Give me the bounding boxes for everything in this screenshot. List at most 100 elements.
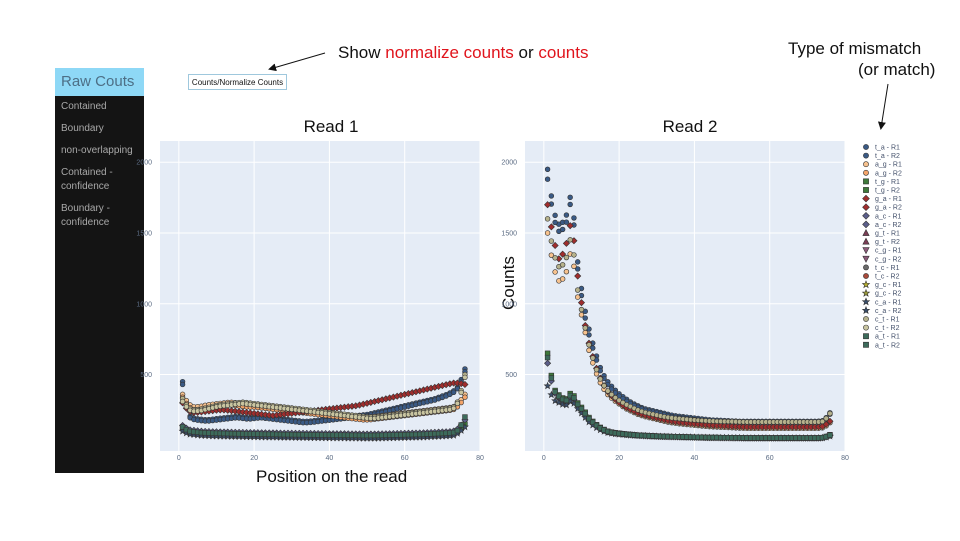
data-point	[575, 401, 581, 408]
y-tick-label: 1500	[501, 231, 517, 238]
data-point	[563, 269, 570, 275]
show-annotation: Show normalize counts or counts	[338, 43, 588, 63]
legend-item[interactable]: a_t - R2	[863, 341, 900, 349]
legend-item[interactable]: t_a - R1	[863, 144, 900, 152]
legend-label: g_t - R1	[875, 231, 900, 238]
data-point	[590, 355, 596, 361]
legend-label: a_t - R2	[875, 342, 900, 349]
data-point	[586, 415, 592, 422]
data-point	[544, 201, 552, 209]
legend-item[interactable]: g_a - R1	[862, 194, 902, 203]
data-point	[582, 329, 588, 336]
data-point	[575, 266, 581, 272]
legend-label: c_g - R2	[875, 256, 902, 263]
data-point	[461, 380, 469, 389]
legend-item[interactable]: t_a - R2	[863, 152, 900, 160]
data-point	[179, 381, 186, 388]
sidebar-title[interactable]: Raw Couts	[55, 68, 144, 96]
legend-label: c_g - R1	[875, 248, 902, 255]
sidebar-item-boundary[interactable]: Boundary	[61, 123, 104, 134]
legend-item[interactable]: t_c - R1	[863, 264, 900, 272]
sidebar-item-boundary-confidence[interactable]: Boundary - confidence	[61, 203, 110, 228]
legend-label: c_t - R2	[875, 325, 900, 332]
data-point	[819, 418, 826, 425]
data-point	[601, 383, 607, 389]
data-point	[544, 216, 551, 222]
legend-label: g_a - R2	[875, 205, 902, 212]
data-point	[544, 230, 551, 236]
data-point	[571, 215, 577, 221]
show-or-text: or	[518, 43, 534, 62]
plot-panel-1: 0 20 40 60 80 500 1000 1500 2000	[136, 141, 484, 462]
legend-item[interactable]: a_g - R2	[863, 169, 902, 177]
data-point	[179, 398, 186, 405]
legend-item[interactable]: c_t - R1	[863, 316, 900, 324]
legend-label: c_a - R2	[875, 308, 902, 315]
data-point	[558, 400, 567, 408]
data-point	[612, 394, 619, 401]
legend-marker	[862, 228, 870, 236]
legend-item[interactable]: c_g - R1	[862, 247, 902, 255]
y-tick-label: 1500	[136, 231, 152, 238]
legend-item[interactable]: a_g - R1	[863, 161, 902, 169]
x-tick-label: 40	[691, 455, 699, 462]
legend-item[interactable]: a_t - R1	[863, 333, 900, 341]
arrow-to-legend	[877, 83, 889, 130]
legend-item[interactable]: g_a - R2	[862, 203, 902, 212]
legend-item[interactable]: t_g - R2	[863, 187, 900, 195]
data-point	[562, 239, 570, 247]
legend-item[interactable]: c_g - R2	[862, 255, 902, 263]
x-tick-label: 0	[177, 455, 181, 462]
legend-marker	[861, 297, 871, 306]
legend-label: t_g - R1	[875, 179, 900, 186]
x-tick-label: 20	[250, 455, 258, 462]
data-point	[571, 252, 577, 258]
data-point	[567, 201, 573, 208]
legend-item[interactable]: g_t - R1	[862, 228, 900, 238]
legend-label: t_a - R1	[875, 145, 900, 152]
data-point	[571, 395, 577, 401]
legend-marker	[863, 161, 869, 168]
mismatch-annotation-line2: (or match)	[858, 60, 936, 79]
data-point	[556, 393, 562, 400]
data-point	[462, 414, 468, 420]
legend-item[interactable]: g_c - R2	[861, 288, 902, 298]
data-point	[543, 381, 552, 390]
data-point	[462, 374, 468, 381]
sidebar-item-non-overlapping[interactable]: non-overlapping	[61, 145, 133, 156]
legend-item[interactable]: t_g - R1	[863, 178, 900, 186]
legend-item[interactable]: c_a - R2	[861, 305, 902, 315]
show-counts-text: counts	[538, 43, 589, 62]
legend-item[interactable]: c_a - R1	[861, 297, 902, 306]
data-point	[458, 389, 464, 396]
legend-marker	[861, 280, 871, 289]
counts-toggle-button[interactable]: Counts/Normalize Counts	[188, 74, 287, 90]
data-point	[566, 222, 574, 230]
data-point	[582, 410, 588, 417]
legend-item[interactable]: a_c - R1	[862, 211, 902, 220]
legend-marker	[861, 305, 871, 315]
x-tick-label: 60	[401, 455, 409, 462]
legend-label: t_g - R2	[875, 188, 900, 195]
legend-item[interactable]: t_c - R2	[863, 273, 900, 281]
legend-item[interactable]: c_t - R2	[863, 324, 900, 332]
data-point	[458, 422, 464, 428]
x-tick-label: 40	[326, 455, 334, 462]
data-point	[551, 241, 559, 250]
sidebar-item-contained[interactable]: Contained	[61, 101, 107, 112]
data-point	[593, 366, 600, 373]
legend-item[interactable]: g_c - R1	[861, 280, 902, 289]
data-point	[586, 342, 592, 348]
legend-marker	[863, 316, 869, 322]
data-point	[551, 396, 560, 405]
data-point	[552, 212, 558, 219]
sidebar-item-contained-confidence[interactable]: Contained - confidence	[61, 167, 113, 192]
legend-item[interactable]: a_c - R2	[862, 220, 902, 229]
legend-item[interactable]: g_t - R2	[862, 237, 900, 246]
arrow-to-toggle	[268, 52, 326, 72]
data-point	[559, 262, 566, 268]
data-point	[590, 360, 596, 366]
data-point	[547, 223, 555, 231]
data-point	[575, 294, 581, 300]
data-point	[559, 276, 566, 282]
